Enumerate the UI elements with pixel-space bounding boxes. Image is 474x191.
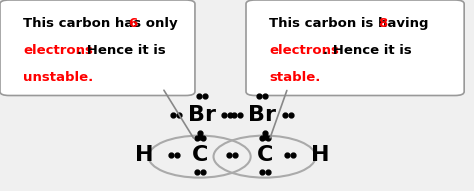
Text: . Hence it is: . Hence it is bbox=[323, 44, 416, 57]
Text: H: H bbox=[311, 145, 329, 165]
Text: This carbon is having: This carbon is having bbox=[269, 17, 433, 30]
Text: C: C bbox=[191, 145, 208, 165]
Text: 6: 6 bbox=[128, 17, 137, 30]
Text: electrons: electrons bbox=[23, 44, 93, 57]
Text: stable.: stable. bbox=[269, 71, 320, 84]
Text: . Hence it is: . Hence it is bbox=[77, 44, 165, 57]
Text: unstable.: unstable. bbox=[23, 71, 93, 84]
Text: electrons: electrons bbox=[269, 44, 339, 57]
Text: Br: Br bbox=[188, 105, 216, 125]
Text: H: H bbox=[135, 145, 153, 165]
FancyBboxPatch shape bbox=[246, 0, 464, 96]
Text: 8: 8 bbox=[378, 17, 388, 30]
FancyBboxPatch shape bbox=[0, 0, 195, 96]
Text: This carbon has only: This carbon has only bbox=[23, 17, 182, 30]
Text: Br: Br bbox=[248, 105, 276, 125]
Text: C: C bbox=[256, 145, 273, 165]
